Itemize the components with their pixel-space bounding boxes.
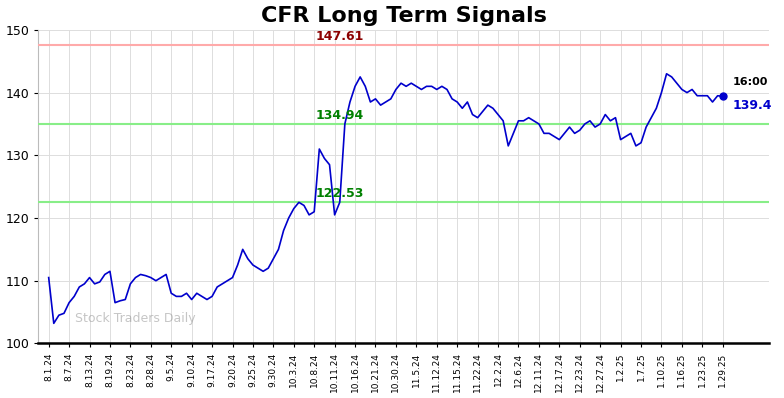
Text: 147.61: 147.61 — [315, 31, 364, 43]
Title: CFR Long Term Signals: CFR Long Term Signals — [260, 6, 546, 25]
Text: 139.4: 139.4 — [733, 100, 772, 113]
Text: 16:00: 16:00 — [733, 77, 768, 87]
Text: Stock Traders Daily: Stock Traders Daily — [75, 312, 195, 325]
Text: 134.94: 134.94 — [316, 109, 364, 122]
Text: 122.53: 122.53 — [315, 187, 364, 200]
